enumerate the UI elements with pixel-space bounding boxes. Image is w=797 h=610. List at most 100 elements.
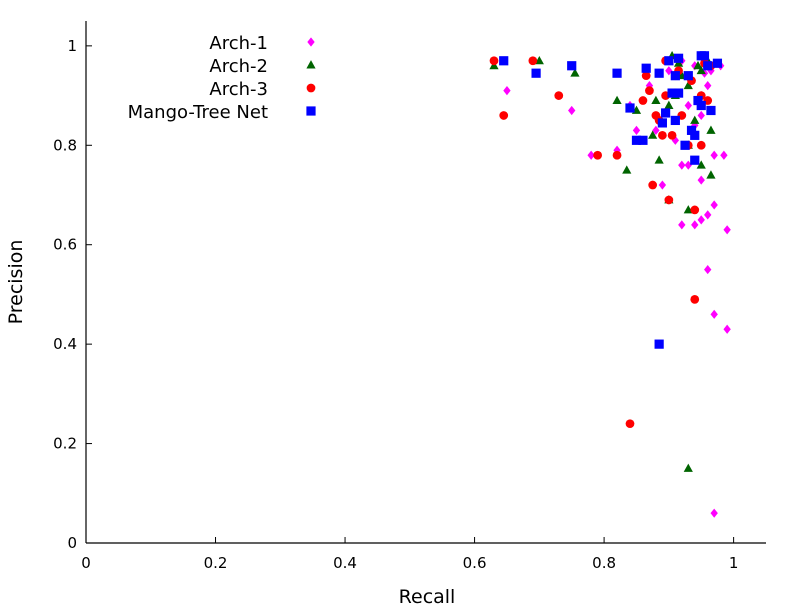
data-point	[625, 419, 635, 429]
data-point	[678, 220, 686, 230]
data-point	[593, 150, 602, 160]
data-point	[704, 210, 712, 220]
data-point	[706, 125, 716, 134]
x-tick-label: 0.8	[592, 554, 616, 572]
x-tick-label: 0.6	[463, 554, 487, 572]
legend-marker	[306, 60, 316, 69]
data-point	[587, 150, 595, 160]
data-point	[652, 125, 660, 135]
data-point	[638, 96, 648, 105]
legend-item: Mango-Tree Net	[128, 102, 316, 123]
plot-frame	[85, 21, 766, 544]
data-point	[499, 111, 509, 120]
data-point	[658, 180, 667, 190]
legend-marker	[306, 83, 316, 93]
data-point	[691, 120, 699, 130]
data-point	[645, 86, 654, 95]
series-arch-3	[489, 56, 716, 429]
data-point	[554, 91, 564, 100]
data-point	[723, 225, 731, 235]
data-point	[693, 95, 703, 106]
data-point	[673, 88, 684, 98]
data-point	[631, 135, 642, 145]
data-point	[641, 71, 651, 81]
legend-marker	[307, 37, 315, 47]
series-arch-1	[503, 56, 731, 518]
data-point	[661, 108, 671, 118]
data-point	[632, 125, 641, 135]
data-point	[691, 61, 699, 71]
data-point	[622, 165, 632, 174]
data-point	[612, 150, 622, 160]
data-point	[665, 66, 673, 76]
legend-label: Mango-Tree Net	[128, 102, 268, 123]
data-point	[703, 61, 713, 71]
data-points	[489, 50, 731, 518]
data-point	[710, 309, 718, 319]
data-point	[723, 324, 731, 334]
data-point	[612, 95, 622, 104]
y-axis-label: Precision	[5, 240, 27, 325]
data-point	[683, 205, 693, 214]
data-point	[696, 65, 706, 75]
data-point	[710, 200, 718, 210]
data-point	[686, 125, 697, 135]
data-point	[651, 95, 661, 104]
data-point	[690, 205, 700, 215]
legend-marker	[306, 106, 316, 116]
data-point	[531, 68, 541, 78]
legend-item: Arch-1	[209, 33, 315, 54]
data-point	[641, 63, 651, 73]
data-point	[499, 56, 509, 66]
data-point	[664, 100, 674, 109]
data-point	[691, 220, 699, 230]
series-mango-tree-net	[499, 51, 723, 349]
data-point	[489, 56, 499, 66]
data-point	[638, 135, 648, 145]
data-point	[697, 215, 705, 225]
data-point	[648, 180, 658, 190]
data-point	[680, 140, 690, 150]
data-point	[706, 105, 716, 116]
y-tick-label: 0.4	[53, 335, 77, 353]
data-point	[712, 58, 723, 68]
y-tick-label: 1	[67, 37, 77, 55]
data-point	[625, 103, 635, 113]
y-tick-label: 0.6	[53, 236, 77, 254]
data-point	[693, 60, 703, 70]
x-tick-label: 0.4	[333, 554, 357, 572]
data-point	[683, 80, 693, 90]
data-point	[570, 68, 580, 77]
data-point	[658, 130, 667, 140]
legend-item: Arch-3	[209, 79, 316, 100]
data-point	[534, 55, 544, 65]
data-point	[704, 264, 712, 275]
data-point	[673, 53, 684, 63]
data-point	[696, 100, 706, 111]
data-point	[568, 105, 576, 116]
data-point	[683, 463, 693, 472]
data-point	[696, 160, 706, 169]
data-point	[664, 56, 674, 66]
data-point	[720, 150, 728, 160]
data-point	[683, 71, 693, 81]
x-tick-label: 1	[729, 554, 739, 572]
data-point	[704, 81, 712, 91]
data-point	[667, 88, 677, 98]
data-point	[567, 61, 577, 71]
y-tick-label: 0	[67, 534, 77, 552]
data-point	[690, 115, 700, 124]
legend-label: Arch-2	[209, 56, 268, 77]
data-point	[670, 115, 680, 126]
data-point	[697, 110, 705, 121]
data-point	[667, 130, 677, 140]
data-point	[710, 508, 718, 518]
data-point	[690, 155, 700, 165]
data-point	[654, 339, 664, 349]
x-tick-label: 0	[81, 554, 91, 572]
data-point	[690, 130, 700, 140]
legend-item: Arch-2	[209, 56, 316, 77]
data-point	[697, 175, 705, 185]
